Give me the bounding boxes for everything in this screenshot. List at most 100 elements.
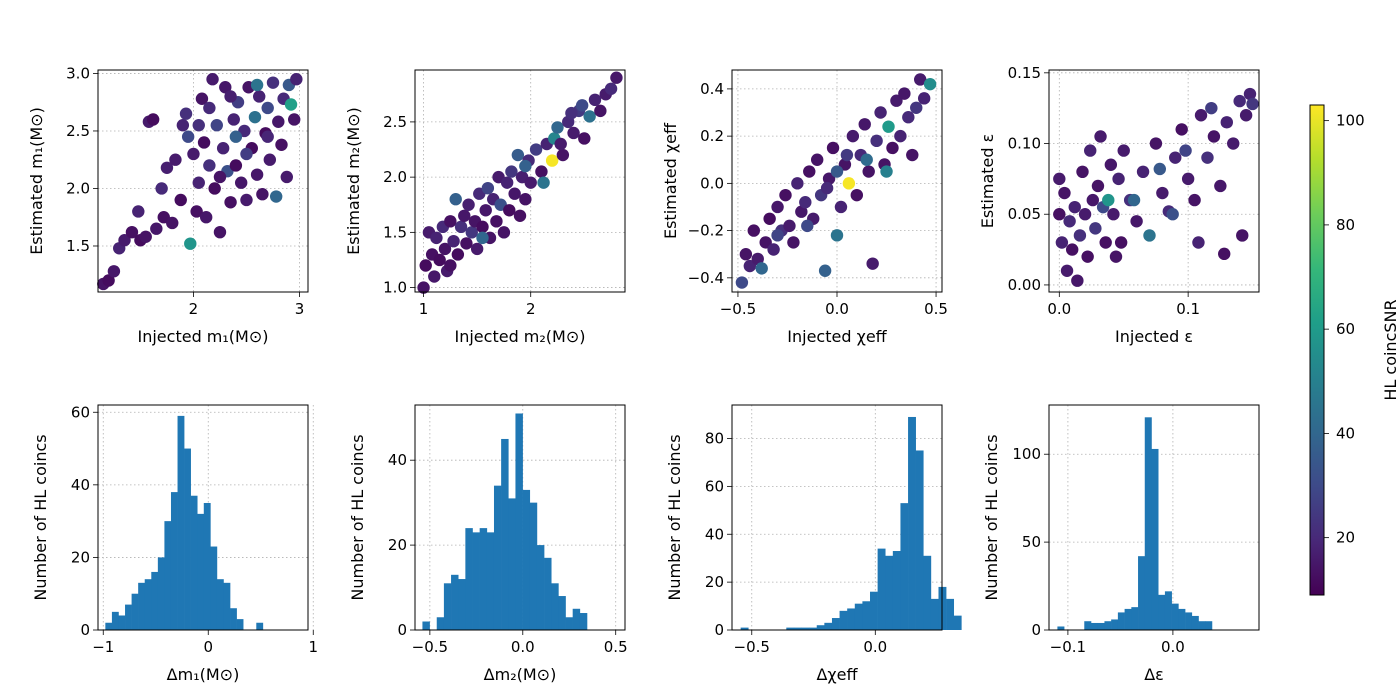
scatter-point (166, 216, 179, 230)
x-tick-label: −0.1 (1050, 638, 1086, 656)
scatter-point (1194, 109, 1208, 122)
scatter-point (449, 193, 462, 206)
scatter-point (266, 76, 280, 89)
histogram-bar (210, 546, 218, 630)
scatter-point (184, 237, 197, 250)
scatter-point (203, 159, 216, 172)
histogram-bar (793, 627, 802, 630)
scatter-point (240, 147, 253, 161)
scatter-point (290, 73, 303, 86)
scatter-point (261, 101, 274, 115)
scatter-point (834, 200, 848, 214)
histogram-bar (1091, 622, 1099, 630)
scatter-point (1099, 236, 1112, 249)
colorbar-tick-label: 100 (1336, 112, 1365, 130)
scatter-point (1112, 172, 1125, 186)
scatter-point (779, 188, 792, 202)
scatter-point (107, 265, 121, 278)
y-tick-label: 0.00 (1008, 276, 1041, 294)
y-tick-label: 3.0 (66, 64, 90, 82)
scatter-point (771, 200, 784, 214)
histogram-bar (1171, 603, 1179, 630)
scatter-point (755, 262, 768, 275)
scatter-point (199, 211, 213, 224)
scatter-point (1084, 144, 1097, 157)
x-tick-label: 2 (526, 300, 536, 318)
scatter-point (524, 176, 537, 189)
x-axis-label: Δχeff (816, 665, 858, 684)
histogram-bar (465, 528, 473, 630)
histogram-bar (190, 495, 198, 630)
histogram-bar (157, 557, 165, 630)
scatter-point (444, 259, 457, 272)
y-tick-label: 100 (1012, 445, 1041, 463)
y-tick-label: 0.15 (1008, 64, 1041, 82)
scatter-point (454, 220, 468, 234)
histogram-bar (436, 617, 445, 630)
scatter-point (444, 215, 457, 228)
scatter-point (462, 198, 475, 211)
scatter-point (826, 141, 840, 155)
scatter-point (1220, 116, 1233, 129)
scatter-point (767, 243, 780, 256)
histogram-bar (151, 571, 159, 630)
x-tick-label: 0.0 (1161, 638, 1185, 656)
scatter-point (229, 159, 243, 172)
scatter-point (866, 257, 879, 270)
histogram-bar (522, 489, 531, 630)
histogram-bar (892, 551, 901, 630)
scatter-point (1153, 162, 1166, 176)
x-axis-label: Injected ε (1115, 327, 1193, 346)
histogram-bar (831, 618, 840, 630)
scatter-point (537, 176, 550, 189)
x-tick-label: −0.5 (412, 638, 448, 656)
axes-frame (731, 404, 943, 631)
scatter-point (551, 121, 564, 134)
colorbar: 20 40 60 80 100 HL coincSNR (1309, 104, 1400, 596)
histogram-bar (1117, 612, 1125, 630)
scatter-point (155, 182, 168, 195)
scatter-point (799, 196, 812, 209)
scatter-point (1218, 247, 1231, 261)
scatter-point (529, 143, 543, 156)
scatter-point (830, 229, 844, 242)
scatter-point (197, 136, 211, 149)
scatter-point (578, 132, 591, 145)
histogram-bar (740, 627, 749, 630)
scatter-point (763, 212, 776, 225)
scatter-point (511, 148, 525, 162)
scatter-point (210, 119, 223, 132)
scatter-point (735, 276, 749, 289)
scatter-point (1179, 144, 1192, 157)
scatter-point (229, 130, 243, 143)
histogram-bar (1104, 621, 1112, 630)
scatter-point (160, 161, 174, 174)
scatter-point (759, 236, 772, 249)
scatter-point (146, 113, 160, 126)
histogram-bar (908, 416, 916, 630)
histogram-bar (854, 603, 863, 630)
x-tick-label: 2 (189, 300, 199, 318)
scatter-point (1127, 193, 1141, 207)
histogram-bar (164, 521, 172, 630)
histogram-bar (816, 625, 825, 630)
scatter-point (505, 165, 518, 178)
scatter-point (125, 225, 139, 239)
scatter-point (874, 106, 887, 119)
scatter-point (250, 168, 264, 181)
scatter-point (1192, 236, 1205, 249)
scatter-point (417, 281, 430, 294)
scatter-point (801, 219, 814, 233)
x-tick-label: 0 (203, 638, 213, 656)
scatter-point (820, 181, 834, 195)
scatter-point (174, 193, 187, 207)
subplot-eps: 0.0 0.1 0.00 0.05 0.10 0.15 Injected ε Estimate… (978, 64, 1260, 346)
scatter-point (882, 120, 895, 133)
scatter-point (465, 226, 478, 239)
scatter-point (594, 104, 607, 118)
histogram-bar (451, 574, 459, 630)
histogram-bar (138, 582, 146, 630)
y-tick-label: 40 (705, 525, 724, 543)
scatter-point (497, 226, 511, 239)
